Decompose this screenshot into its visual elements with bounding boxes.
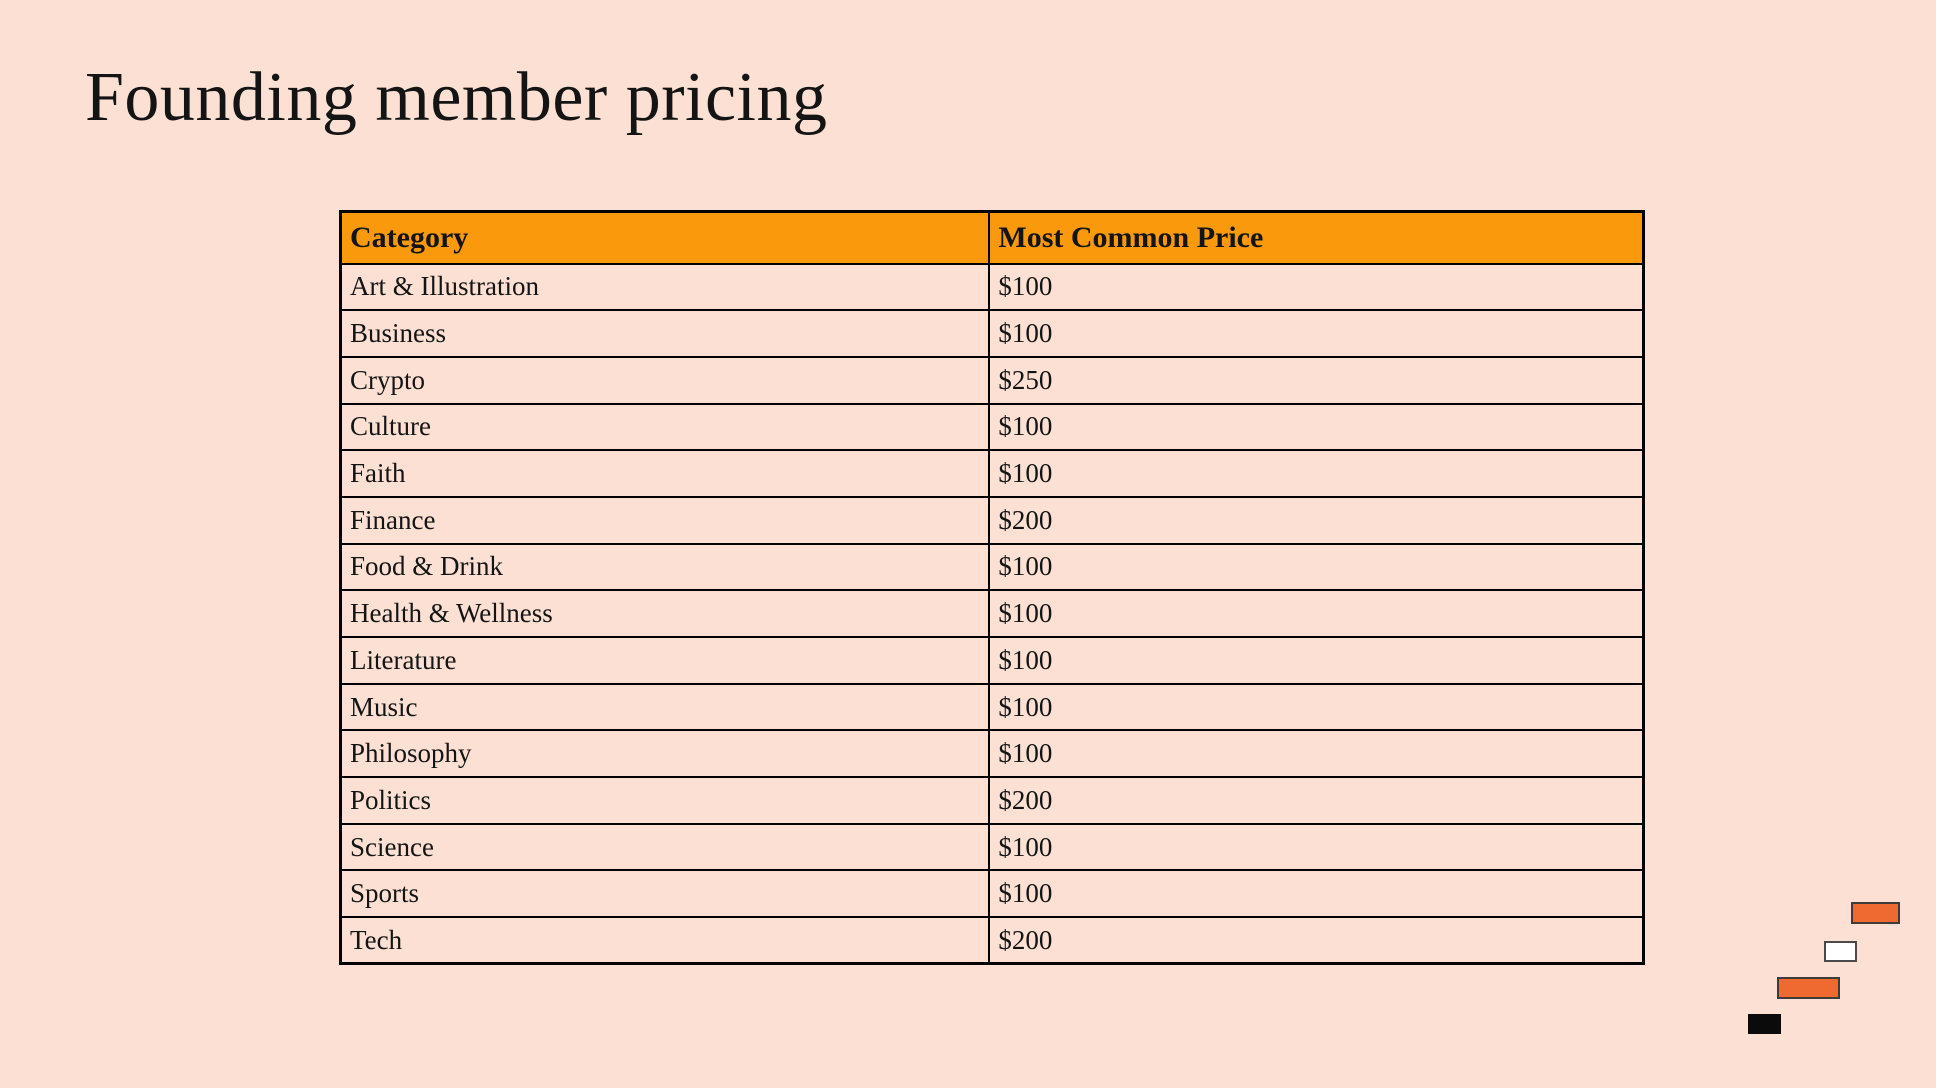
table-row: Crypto $250 <box>339 355 1645 405</box>
table-row: Tech $200 <box>339 916 1645 965</box>
table-header-row: Category Most Common Price <box>339 210 1645 265</box>
table-row: Politics $200 <box>339 776 1645 825</box>
deco-rect-black <box>1748 1014 1781 1034</box>
category-cell: Science <box>339 822 991 872</box>
page-title: Founding member pricing <box>85 59 828 136</box>
category-cell: Politics <box>339 776 991 825</box>
category-cell: Philosophy <box>339 729 991 779</box>
category-cell: Literature <box>339 636 991 685</box>
column-header-category: Category <box>339 210 991 265</box>
price-cell: $100 <box>988 682 1645 732</box>
category-cell: Finance <box>339 495 991 545</box>
price-cell: $200 <box>988 776 1645 825</box>
price-cell: $100 <box>988 589 1645 638</box>
category-cell: Music <box>339 682 991 732</box>
category-cell: Food & Drink <box>339 542 991 592</box>
table-row: Art & Illustration $100 <box>339 262 1645 312</box>
category-cell: Art & Illustration <box>339 262 991 312</box>
column-header-price: Most Common Price <box>988 210 1645 265</box>
price-cell: $100 <box>988 542 1645 592</box>
category-cell: Health & Wellness <box>339 589 991 638</box>
pricing-table: Category Most Common Price Art & Illustr… <box>339 210 1645 966</box>
table-row: Science $100 <box>339 822 1645 872</box>
table-row: Finance $200 <box>339 495 1645 545</box>
table-row: Sports $100 <box>339 869 1645 919</box>
deco-rect-orange-top <box>1851 902 1900 924</box>
table-row: Philosophy $100 <box>339 729 1645 779</box>
price-cell: $100 <box>988 262 1645 312</box>
price-cell: $200 <box>988 495 1645 545</box>
price-cell: $100 <box>988 402 1645 452</box>
category-cell: Culture <box>339 402 991 452</box>
price-cell: $100 <box>988 869 1645 919</box>
price-cell: $100 <box>988 636 1645 685</box>
price-cell: $100 <box>988 449 1645 498</box>
table-row: Literature $100 <box>339 636 1645 685</box>
category-cell: Faith <box>339 449 991 498</box>
category-cell: Sports <box>339 869 991 919</box>
category-cell: Business <box>339 309 991 358</box>
table-row: Culture $100 <box>339 402 1645 452</box>
category-cell: Crypto <box>339 355 991 405</box>
price-cell: $100 <box>988 729 1645 779</box>
deco-rect-orange-middle <box>1777 977 1840 999</box>
price-cell: $100 <box>988 822 1645 872</box>
deco-rect-white <box>1824 941 1857 962</box>
table-row: Business $100 <box>339 309 1645 358</box>
price-cell: $100 <box>988 309 1645 358</box>
table-row: Food & Drink $100 <box>339 542 1645 592</box>
table-row: Music $100 <box>339 682 1645 732</box>
category-cell: Tech <box>339 916 991 965</box>
table-row: Faith $100 <box>339 449 1645 498</box>
table-row: Health & Wellness $100 <box>339 589 1645 638</box>
price-cell: $250 <box>988 355 1645 405</box>
price-cell: $200 <box>988 916 1645 965</box>
